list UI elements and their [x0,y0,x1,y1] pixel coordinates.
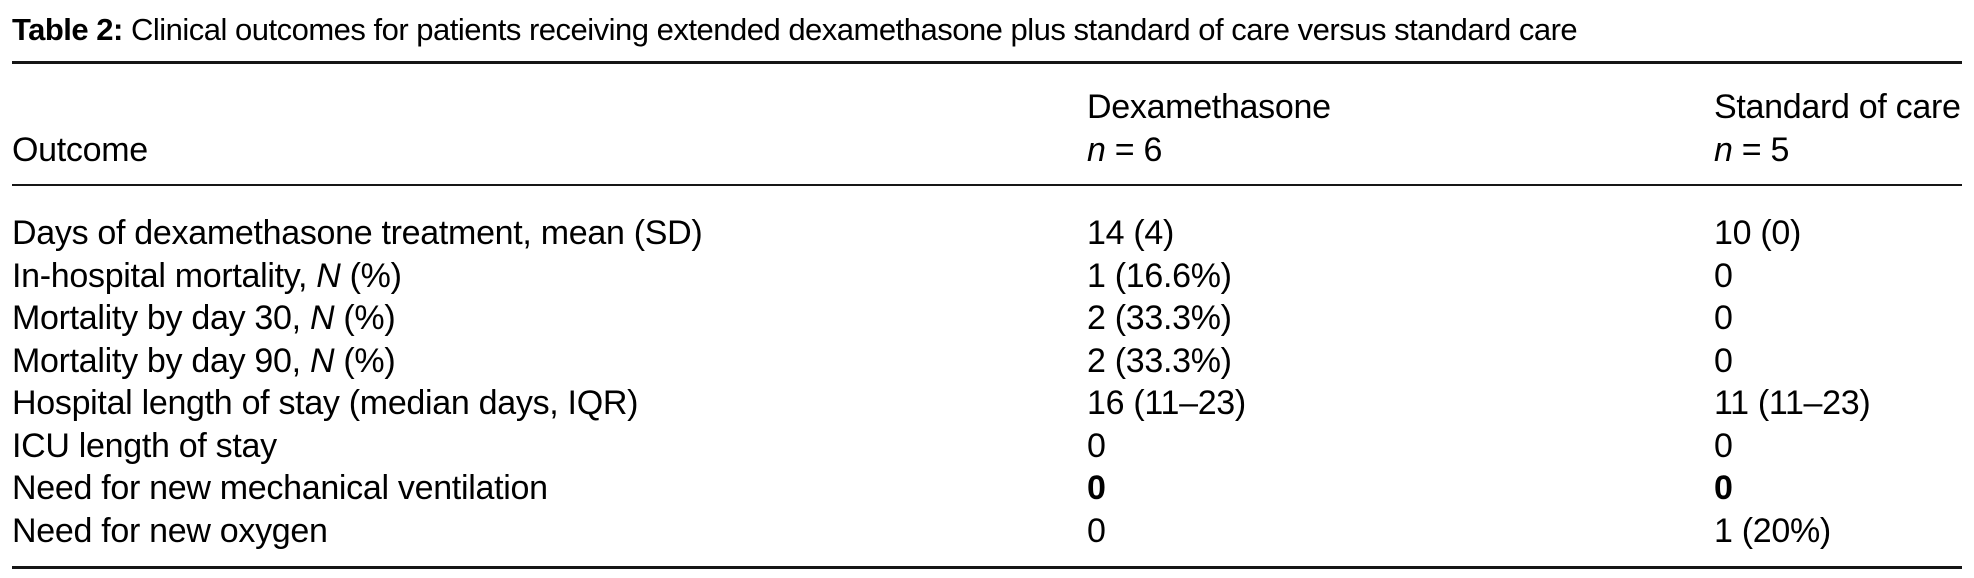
table-row: In-hospital mortality, N (%) 1 (16.6%) 0 [12,255,1962,298]
table-title-label: Table 2: [12,12,123,47]
bottom-rule [12,566,1962,569]
dexamethasone-value: 2 (33.3%) [1087,299,1232,337]
table-header-row: Outcome Dexamethasone n = 6 Standard of … [12,64,1962,184]
row-label: ICU length of stay [12,426,277,465]
column-header-dexamethasone: Dexamethasone n = 6 [1087,86,1714,172]
dexamethasone-value: 1 (16.6%) [1087,256,1232,295]
row-label: Need for new mechanical ventilation [12,469,548,507]
dexamethasone-value: 0 [1087,469,1106,507]
dexamethasone-value: 14 (4) [1087,214,1175,252]
column-header-standard-of-care: Standard of care n = 5 [1714,86,1962,172]
dexamethasone-value: 0 [1087,426,1106,465]
table-row: Mortality by day 90, N (%) 2 (33.3%) 0 [12,340,1962,383]
dexamethasone-value: 0 [1087,511,1106,550]
standard-of-care-value: 1 (20%) [1714,511,1831,550]
standard-of-care-value: 0 [1714,256,1733,295]
standard-of-care-value: 0 [1714,426,1733,465]
header-rule [12,184,1962,186]
dexamethasone-value: 16 (11–23) [1087,384,1246,422]
dexamethasone-n-label: n = 6 [1087,131,1163,169]
table-title: Table 2: Clinical outcomes for patients … [12,10,1962,50]
standard-of-care-n-label: n = 5 [1714,131,1790,169]
dexamethasone-group-label: Dexamethasone [1087,88,1331,126]
row-label: Need for new oxygen [12,511,328,550]
row-label: Hospital length of stay (median days, IQ… [12,384,639,422]
row-label: In-hospital mortality, N (%) [12,256,402,295]
row-label: Mortality by day 90, N (%) [12,341,396,380]
row-label: Mortality by day 30, N (%) [12,299,396,337]
standard-of-care-value: 11 (11–23) [1714,384,1871,422]
table-title-text: Clinical outcomes for patients receiving… [122,12,1578,47]
table-row: Need for new oxygen 0 1 (20%) [12,510,1962,553]
standard-of-care-value: 0 [1714,341,1733,380]
standard-of-care-value: 10 (0) [1714,214,1802,252]
standard-of-care-group-label: Standard of care [1714,88,1961,126]
row-label: Days of dexamethasone treatment, mean (S… [12,214,703,252]
table-body: Days of dexamethasone treatment, mean (S… [12,186,1962,552]
table-row: Need for new mechanical ventilation 0 0 [12,467,1962,510]
dexamethasone-value: 2 (33.3%) [1087,341,1232,380]
table-row: ICU length of stay 0 0 [12,425,1962,468]
standard-of-care-value: 0 [1714,299,1733,337]
column-header-outcome: Outcome [12,131,148,169]
top-rule [12,61,1962,64]
table-row: Days of dexamethasone treatment, mean (S… [12,212,1962,255]
table-row: Hospital length of stay (median days, IQ… [12,382,1962,425]
table-row: Mortality by day 30, N (%) 2 (33.3%) 0 [12,297,1962,340]
standard-of-care-value: 0 [1714,469,1733,507]
